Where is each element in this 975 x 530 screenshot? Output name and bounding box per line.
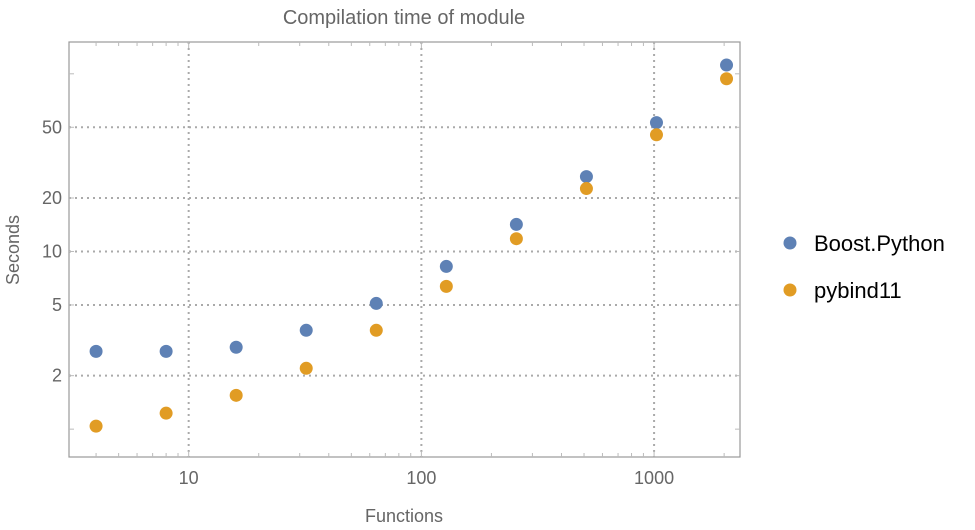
data-point-pybind11 bbox=[720, 72, 734, 86]
data-point-pybind11 bbox=[89, 419, 103, 433]
data-point-boost-python bbox=[369, 296, 383, 310]
y-axis-ticks: 2 5 10 20 50 bbox=[42, 117, 62, 385]
data-point-boost-python bbox=[720, 58, 734, 72]
y-axis-label: Seconds bbox=[3, 215, 23, 285]
y-tick-label: 50 bbox=[42, 117, 62, 137]
y-tick-label: 20 bbox=[42, 188, 62, 208]
data-points bbox=[89, 58, 734, 433]
data-point-pybind11 bbox=[649, 128, 663, 142]
data-point-pybind11 bbox=[159, 406, 173, 420]
minor-ticks bbox=[69, 42, 740, 457]
grid bbox=[69, 42, 740, 457]
x-axis-ticks: 10 100 1000 bbox=[179, 468, 674, 488]
data-point-boost-python bbox=[159, 344, 173, 358]
data-point-pybind11 bbox=[299, 361, 313, 375]
legend-label: pybind11 bbox=[814, 278, 902, 303]
legend-label: Boost.Python bbox=[814, 231, 945, 256]
data-point-boost-python bbox=[439, 259, 453, 273]
x-tick-label: 100 bbox=[406, 468, 436, 488]
data-point-pybind11 bbox=[509, 232, 523, 246]
y-tick-label: 10 bbox=[42, 241, 62, 261]
x-tick-label: 1000 bbox=[634, 468, 674, 488]
data-point-boost-python bbox=[579, 170, 593, 184]
y-tick-label: 5 bbox=[52, 295, 62, 315]
chart-title: Compilation time of module bbox=[283, 7, 525, 29]
data-point-pybind11 bbox=[369, 323, 383, 337]
plot-frame bbox=[68, 41, 741, 458]
x-tick-label: 10 bbox=[179, 468, 199, 488]
data-point-boost-python bbox=[299, 323, 313, 337]
data-point-boost-python bbox=[649, 116, 663, 130]
x-axis-label: Functions bbox=[365, 506, 443, 525]
data-point-boost-python bbox=[509, 217, 523, 231]
legend: Boost.Python pybind11 bbox=[783, 231, 945, 303]
legend-marker bbox=[783, 236, 797, 250]
data-point-boost-python bbox=[229, 340, 243, 354]
data-point-pybind11 bbox=[229, 388, 243, 402]
legend-marker bbox=[783, 283, 797, 297]
y-tick-label: 2 bbox=[52, 366, 62, 386]
data-point-boost-python bbox=[89, 344, 103, 358]
data-point-pybind11 bbox=[579, 182, 593, 196]
data-point-pybind11 bbox=[439, 279, 453, 293]
